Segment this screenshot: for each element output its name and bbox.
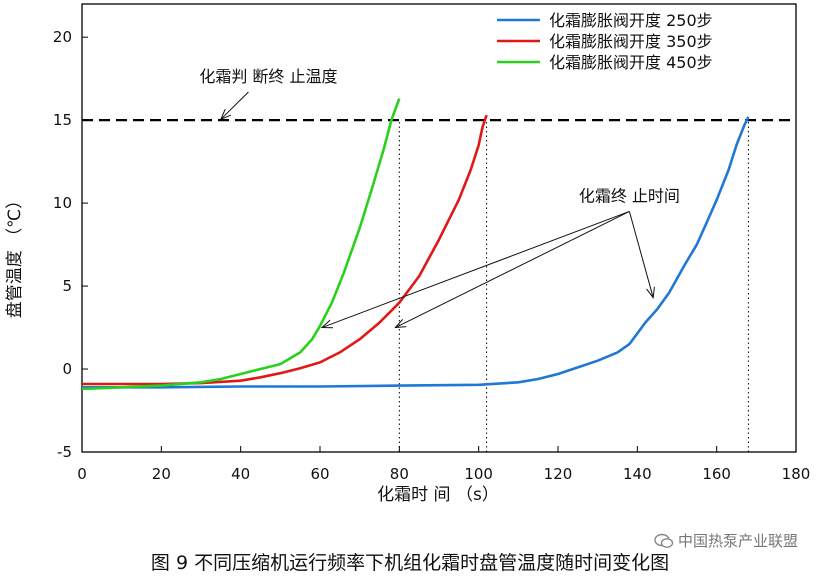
annotation-arrowhead-1-2 <box>646 286 655 299</box>
y-axis-label: 盘管温度 （℃） <box>5 192 25 319</box>
watermark: 中国热泵产业联盟 <box>654 530 798 551</box>
series-line-2 <box>81 98 401 391</box>
x-tick-label-7: 140 <box>623 465 652 483</box>
x-tick-label-0: 0 <box>77 465 87 483</box>
y-tick-label-4: 15 <box>53 111 72 129</box>
watermark-text: 中国热泵产业联盟 <box>677 532 798 550</box>
legend-label-0: 化霜膨胀阀开度 250步 <box>549 11 713 30</box>
annotation-arrow-0-0 <box>220 91 249 120</box>
chart: 0 20 40 60 80 100 120 140 160 180 -5 0 5 10 15 20 化霜膨胀阀… <box>5 3 810 505</box>
legend-label-1: 化霜膨胀阀开度 350步 <box>549 32 713 51</box>
y-tick-label-0: -5 <box>57 443 72 461</box>
reference-lines <box>82 119 796 452</box>
legend-label-2: 化霜膨胀阀开度 450步 <box>549 53 713 72</box>
y-tick-label-1: 0 <box>62 360 72 378</box>
series-line-1 <box>82 114 488 386</box>
series-line-0 <box>82 116 750 389</box>
x-tick-label-1: 20 <box>152 465 171 483</box>
wechat-icon <box>654 533 674 548</box>
figure-caption: 图 9 不同压缩机运行频率下机组化霜时盘管温度随时间变化图 <box>150 552 670 574</box>
x-tick-label-5: 100 <box>464 465 493 483</box>
x-tick-label-4: 80 <box>390 465 409 483</box>
plot-area <box>81 3 797 453</box>
y-tick-label-2: 5 <box>62 277 72 295</box>
annotation-label-0: 化霜判 断终 止温度 <box>199 67 337 86</box>
y-tick-label-5: 20 <box>53 28 72 46</box>
annotation-arrowhead-1-0 <box>320 319 333 329</box>
annotation-arrow-1-0 <box>321 210 630 329</box>
x-tick-label-9: 180 <box>782 465 811 483</box>
y-tick-label-3: 10 <box>53 194 72 212</box>
plot-frame <box>81 3 797 453</box>
x-tick-label-3: 60 <box>310 465 329 483</box>
series-layer <box>81 98 750 391</box>
x-tick-label-8: 160 <box>702 465 731 483</box>
axis-ticks: 0 20 40 60 80 100 120 140 160 180 -5 0 5 10 15 20 <box>53 28 810 483</box>
x-tick-label-2: 40 <box>231 465 250 483</box>
annotation-arrowhead-1-1 <box>394 319 407 329</box>
annotation-arrowhead-0-0 <box>219 109 232 121</box>
annotation-arrow-1-2 <box>628 211 654 298</box>
annotation-arrow-1-1 <box>395 211 630 329</box>
annotation-label-1: 化霜终 止时间 <box>579 186 680 205</box>
x-tick-label-6: 120 <box>544 465 573 483</box>
x-axis-label: 化霜时 间 （s） <box>377 485 499 505</box>
